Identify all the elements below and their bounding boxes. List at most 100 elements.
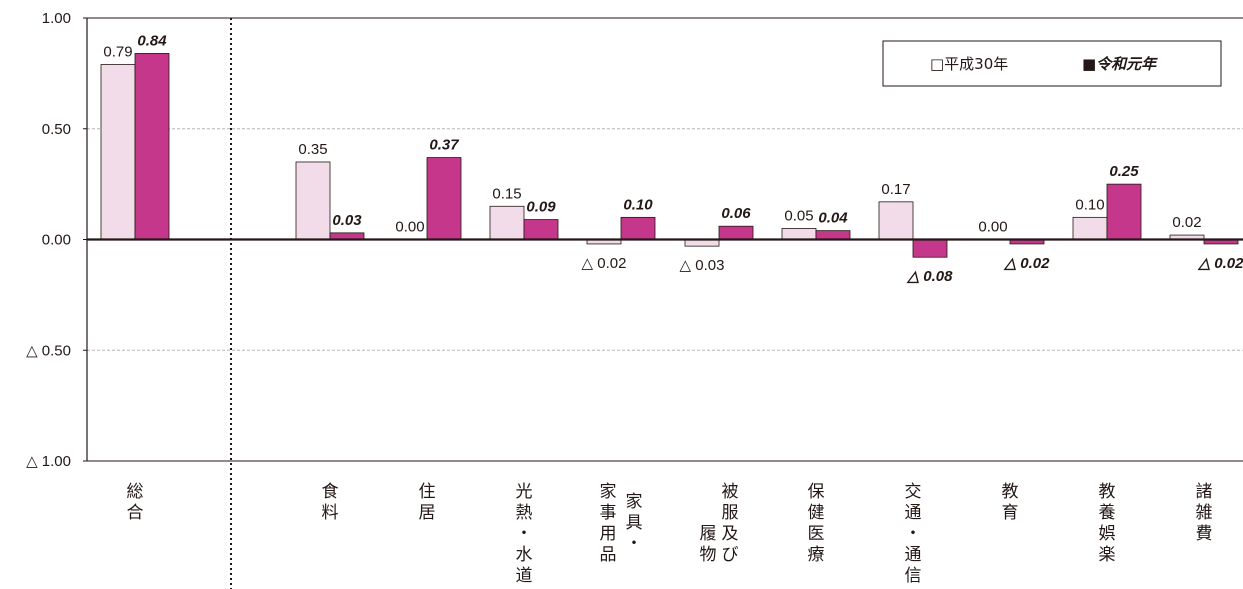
category-label: 光熱・水道 <box>516 482 533 586</box>
category-char: 用 <box>600 524 617 544</box>
bars <box>100 53 1239 258</box>
legend-box <box>882 40 1222 87</box>
category-char: 道 <box>516 566 533 586</box>
category-char: 雑 <box>1196 503 1213 523</box>
category-char: 療 <box>808 545 825 565</box>
data-label-heisei30: 0.35 <box>298 141 327 158</box>
bar-heisei30 <box>1072 216 1108 240</box>
y-axis-ticks: 1.00 0.50 0.00 △ 0.50 △ 1.00 <box>26 10 87 470</box>
category-labels: 総合食料住居光熱・水道家事用品家具・被服及び履物保健医療交通・通信教育教養娯楽諸… <box>127 482 1213 586</box>
category-char: 具 <box>626 513 643 533</box>
bar-heisei30 <box>100 64 136 240</box>
category-char: 被 <box>722 482 739 502</box>
data-label-reiwa1: 0.03 <box>332 212 362 229</box>
category-label: 教育 <box>1002 482 1019 523</box>
category-label: 住居 <box>419 482 436 523</box>
category-char: 水 <box>516 545 533 565</box>
bar-reiwa1 <box>1106 183 1142 240</box>
bar-reiwa1 <box>134 53 170 240</box>
data-label-heisei30: 0.05 <box>784 207 813 224</box>
y-tick-label: 1.00 <box>42 10 71 27</box>
category-char: 居 <box>419 503 436 523</box>
category-char: 履 <box>700 524 717 544</box>
category-char: 物 <box>700 545 717 565</box>
category-label: 諸雑費 <box>1196 482 1213 544</box>
axes <box>86 17 1243 589</box>
data-label-heisei30: △ 0.02 <box>582 255 627 272</box>
y-tick-label: △ 0.50 <box>26 342 71 359</box>
bar-heisei30 <box>295 161 331 240</box>
category-char: 事 <box>600 503 617 523</box>
category-char: び <box>722 545 739 565</box>
category-char: 信 <box>905 566 922 586</box>
bar-heisei30 <box>781 228 817 240</box>
data-label-heisei30: 0.02 <box>1172 214 1201 231</box>
category-char: 娯 <box>1099 524 1116 544</box>
category-char: 楽 <box>1099 545 1116 565</box>
category-char: 医 <box>808 524 825 544</box>
category-char: 諸 <box>1196 482 1213 502</box>
bar-reiwa1 <box>620 216 656 240</box>
legend-label-heisei30: □平成30年 <box>930 55 1008 73</box>
data-label-heisei30: △ 0.03 <box>680 257 725 274</box>
bar-reiwa1 <box>426 157 462 240</box>
category-label: 交通・通信 <box>905 482 922 586</box>
data-label-heisei30: 0.00 <box>395 219 424 236</box>
data-label-heisei30: 0.10 <box>1075 196 1104 213</box>
category-char: 家 <box>626 492 643 512</box>
category-char: 及 <box>722 524 739 544</box>
category-char: 通 <box>905 503 922 523</box>
category-char: 家 <box>600 482 617 502</box>
data-label-reiwa1: 0.06 <box>721 205 751 222</box>
data-label-heisei30: 0.00 <box>978 219 1007 236</box>
bar-heisei30 <box>878 201 914 240</box>
category-char: 費 <box>1196 524 1213 544</box>
category-char: 健 <box>808 503 825 523</box>
category-char: ・ <box>626 534 643 554</box>
category-char: 品 <box>600 545 617 565</box>
data-label-heisei30: 0.17 <box>881 181 910 198</box>
data-label-reiwa1: 0.25 <box>1109 163 1139 180</box>
category-char: 育 <box>1002 503 1019 523</box>
bar-reiwa1 <box>718 225 754 240</box>
category-char: 総 <box>127 482 144 502</box>
category-char: 教 <box>1002 482 1019 502</box>
category-char: 交 <box>905 482 922 502</box>
category-char: 熱 <box>516 503 533 523</box>
category-char: 保 <box>808 482 825 502</box>
data-label-reiwa1: △ 0.08 <box>906 268 954 285</box>
category-char: 光 <box>516 482 533 502</box>
y-tick-label: 0.50 <box>42 121 71 138</box>
data-label-reiwa1: 0.09 <box>526 199 556 216</box>
bar-heisei30 <box>489 205 525 240</box>
category-char: 通 <box>905 545 922 565</box>
category-char: ・ <box>516 524 533 544</box>
data-label-reiwa1: 0.10 <box>623 196 653 213</box>
legend-label-reiwa1: ■令和元年 <box>1082 55 1158 73</box>
legend: □平成30年 ■令和元年 <box>882 40 1222 87</box>
category-label: 総合 <box>127 482 144 523</box>
data-label-heisei30: 0.15 <box>492 185 521 202</box>
bar-reiwa1 <box>815 230 851 240</box>
data-label-reiwa1: △ 0.02 <box>1197 255 1243 272</box>
category-char: 住 <box>419 482 436 502</box>
category-char: 料 <box>322 503 339 523</box>
category-char: ・ <box>905 524 922 544</box>
data-label-reiwa1: 0.84 <box>137 32 167 49</box>
bar-reiwa1 <box>523 219 559 240</box>
category-char: 服 <box>722 503 739 523</box>
data-label-heisei30: 0.79 <box>103 44 132 61</box>
data-label-reiwa1: 0.37 <box>429 137 459 154</box>
data-label-reiwa1: 0.04 <box>818 210 848 227</box>
category-char: 食 <box>322 482 339 502</box>
category-label: 食料 <box>322 482 339 523</box>
y-tick-label: △ 1.00 <box>26 453 71 470</box>
category-char: 教 <box>1099 482 1116 502</box>
bar-reiwa1 <box>912 239 948 258</box>
data-labels: 0.79 0.35 0.00 0.15 △ 0.02 △ 0.03 0.05 0.17 0.00… <box>103 32 1243 285</box>
